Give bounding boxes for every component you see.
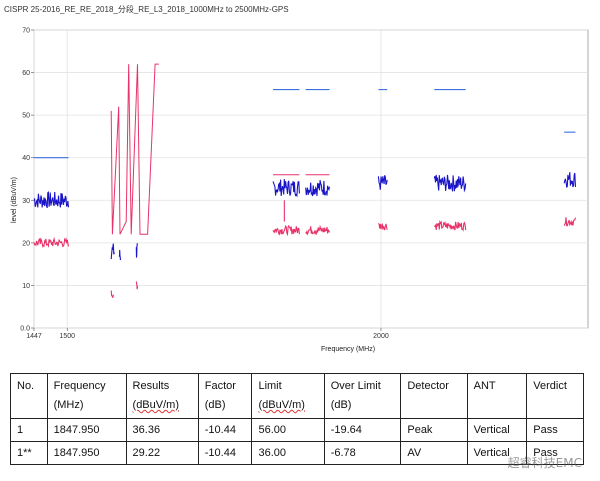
cell-ant: Vertical bbox=[466, 441, 528, 465]
cell-factor: -10.44 bbox=[197, 418, 253, 442]
chart-plot: 0.0 10 20 30 40 50 60 70 1447 1500 2000 Frequency … bbox=[11, 28, 589, 353]
header-limit-unit: (dBuV/m) bbox=[258, 399, 305, 411]
av-trace-band bbox=[272, 224, 300, 237]
av-trace-band bbox=[110, 290, 114, 298]
x-tick-label: 2000 bbox=[373, 333, 389, 340]
peak-trace-band bbox=[272, 179, 300, 198]
x-tick-label: 1500 bbox=[59, 333, 75, 340]
peak-trace-band bbox=[377, 175, 388, 190]
y-axis-label: level (dBuV/m) bbox=[11, 177, 18, 223]
y-tick-label: 10 bbox=[22, 283, 30, 290]
header-limit: Limit (dBuV/m) bbox=[251, 373, 325, 419]
y-tick-label: 0.0 bbox=[20, 326, 30, 333]
results-table: No. Frequency (MHz) Results (dBuV/m) Facto… bbox=[10, 373, 584, 465]
peak-trace-band bbox=[135, 243, 139, 258]
cell-verdict: Pass bbox=[526, 418, 584, 442]
header-results-unit: (dBuV/m) bbox=[132, 399, 179, 411]
av-limit-polyline bbox=[110, 63, 159, 235]
header-no-label: No. bbox=[17, 380, 35, 392]
y-tick-label: 60 bbox=[22, 70, 30, 77]
peak-trace-band bbox=[110, 243, 115, 260]
header-verdict: Verdict bbox=[526, 373, 584, 419]
series-group bbox=[33, 63, 577, 298]
cell-ant: Vertical bbox=[466, 418, 528, 442]
header-factor: Factor (dB) bbox=[197, 373, 253, 419]
peak-trace-band bbox=[118, 249, 122, 261]
header-over-limit-label: Over Limit bbox=[330, 380, 381, 392]
cell-frequency: 1847.950 bbox=[46, 418, 127, 442]
cell-limit: 36.00 bbox=[251, 441, 325, 465]
av-trace-band bbox=[305, 224, 331, 236]
av-trace-band bbox=[135, 281, 139, 290]
cell-detector: AV bbox=[400, 441, 468, 465]
cell-results: 29.22 bbox=[125, 441, 199, 465]
header-ant-label: ANT bbox=[473, 380, 496, 392]
x-axis-label: Frequency (MHz) bbox=[321, 346, 375, 353]
y-tick-label: 20 bbox=[22, 240, 30, 247]
axis-labels: 0.0 10 20 30 40 50 60 70 1447 1500 2000 bbox=[20, 28, 389, 341]
header-ant: ANT bbox=[466, 373, 528, 419]
header-frequency: Frequency (MHz) bbox=[46, 373, 127, 419]
cell-results: 36.36 bbox=[125, 418, 199, 442]
grid-lines bbox=[33, 29, 588, 329]
header-results-label: Results bbox=[132, 380, 170, 392]
cell-verdict: Pass bbox=[526, 441, 584, 465]
cell-over-limit: -19.64 bbox=[323, 418, 402, 442]
cell-over-limit: -6.78 bbox=[323, 441, 402, 465]
av-trace-band bbox=[433, 219, 467, 232]
cell-no: 1 bbox=[10, 418, 48, 442]
watermark: 超睿科技EMC bbox=[507, 456, 582, 470]
av-trace-band bbox=[563, 217, 577, 227]
header-no: No. bbox=[10, 373, 48, 419]
x-tick-label: 1447 bbox=[26, 333, 42, 340]
av-trace-band bbox=[377, 223, 388, 231]
header-results: Results (dBuV/m) bbox=[125, 373, 199, 419]
header-frequency-label: Frequency bbox=[53, 380, 106, 392]
av-trace-band bbox=[33, 236, 70, 248]
cell-no: 1** bbox=[10, 441, 48, 465]
header-factor-label: Factor bbox=[204, 380, 236, 392]
cell-frequency: 1847.950 bbox=[46, 441, 127, 465]
cell-limit: 56.00 bbox=[251, 418, 325, 442]
peak-trace-band bbox=[33, 191, 70, 209]
header-detector: Detector bbox=[400, 373, 468, 419]
peak-trace-band bbox=[305, 180, 331, 197]
header-limit-label: Limit bbox=[258, 380, 282, 392]
y-tick-label: 50 bbox=[22, 113, 30, 120]
header-frequency-unit: (MHz) bbox=[53, 399, 84, 411]
y-tick-label: 30 bbox=[22, 198, 30, 205]
table-row: 1** 1847.950 29.22 -10.44 36.00 -6.78 AV… bbox=[10, 441, 584, 465]
y-tick-label: 40 bbox=[22, 155, 30, 162]
header-over-limit: Over Limit (dB) bbox=[323, 373, 402, 419]
cell-detector: Peak bbox=[400, 418, 468, 442]
header-detector-label: Detector bbox=[407, 380, 449, 392]
header-over-limit-unit: (dB) bbox=[330, 399, 352, 411]
plot-area bbox=[33, 29, 589, 329]
table-header-row: No. Frequency (MHz) Results (dBuV/m) Facto… bbox=[10, 373, 584, 419]
header-factor-unit: (dB) bbox=[204, 399, 226, 411]
results-table-wrap: No. Frequency (MHz) Results (dBuV/m) Facto… bbox=[10, 373, 584, 465]
header-verdict-label: Verdict bbox=[533, 380, 567, 392]
y-tick-label: 70 bbox=[22, 28, 30, 35]
peak-trace-band bbox=[563, 172, 577, 189]
peak-trace-band bbox=[433, 174, 467, 193]
table-row: 1 1847.950 36.36 -10.44 56.00 -19.64 Pea… bbox=[10, 418, 584, 442]
chart-title: CISPR 25-2016_RE_RE_2018_分段_RE_L3_2018_1… bbox=[4, 5, 289, 14]
cell-factor: -10.44 bbox=[197, 441, 253, 465]
